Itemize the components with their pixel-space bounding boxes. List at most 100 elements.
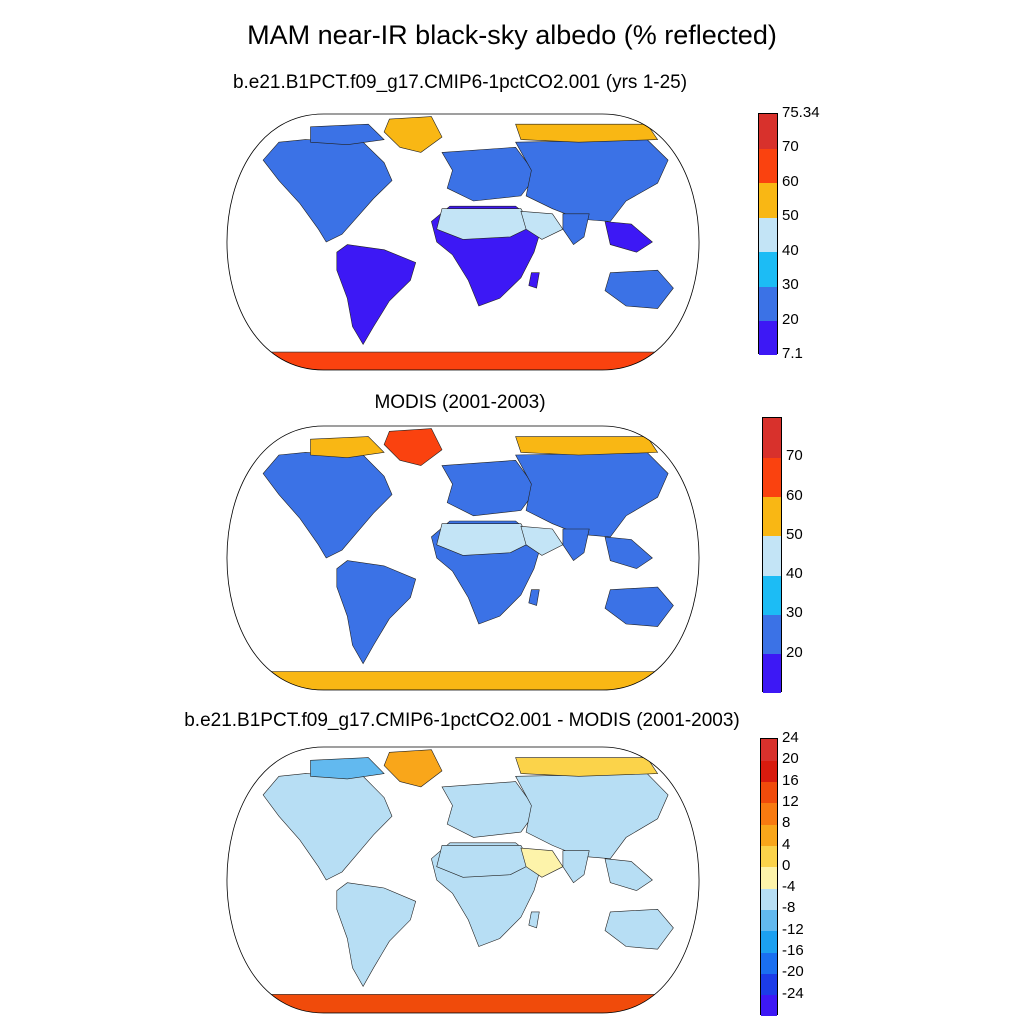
region-north-america — [262, 139, 393, 243]
colorbar-model: 7.1 20 30 40 50 60 70 75.34 — [758, 105, 838, 374]
colorbar-tick-label: 7.1 — [782, 345, 803, 362]
colorbar-tick-label: 40 — [786, 565, 803, 583]
colorbar-tick-label: -24 — [782, 984, 804, 1002]
figure-title: MAM near-IR black-sky albedo (% reflecte… — [247, 20, 777, 50]
region-asia — [515, 452, 669, 538]
region-madagascar — [528, 589, 540, 606]
colorbar-swatch — [761, 994, 777, 1017]
colorbar-tick-label: 20 — [782, 750, 799, 768]
colorbar-tick-label: 75.34 — [782, 104, 820, 121]
land-regions — [246, 428, 680, 690]
colorbar-tick-label: 40 — [782, 241, 799, 259]
colorbar-swatch — [759, 148, 777, 184]
colorbar-swatch — [761, 845, 777, 868]
colorbar-swatch — [759, 217, 777, 253]
region-se-asia — [604, 536, 653, 569]
region-greenland — [383, 428, 443, 466]
land-regions — [246, 116, 680, 370]
colorbar-tick-label: 30 — [782, 276, 799, 294]
region-arabia — [520, 210, 564, 240]
map-boundary — [226, 113, 700, 371]
colorbar-tick-label: -12 — [782, 920, 804, 938]
colorbar-tick-label: 4 — [782, 835, 791, 853]
region-asia — [515, 773, 669, 860]
colorbar-swatch — [761, 824, 777, 847]
region-sahara — [436, 523, 532, 556]
colorbar-swatch — [763, 575, 781, 615]
colorbar-tick-label: -20 — [782, 963, 804, 981]
colorbar-swatch — [761, 781, 777, 804]
colorbar-swatch — [761, 973, 777, 996]
region-india — [562, 213, 590, 246]
region-siberia-north — [515, 123, 659, 143]
colorbar-tick-label: 8 — [782, 814, 791, 832]
colorbar-tick-label: -8 — [782, 899, 796, 917]
colorbar-swatch — [761, 802, 777, 825]
colorbar-tick-label: 60 — [786, 486, 803, 504]
region-arabia — [520, 525, 564, 556]
colorbar-tick-label: 12 — [782, 792, 799, 810]
colorbar-tick-label: 70 — [786, 447, 803, 465]
region-south-america — [336, 244, 417, 345]
colorbar-swatch — [761, 888, 777, 910]
region-arctic-canada — [310, 757, 385, 780]
region-india — [562, 850, 590, 884]
panel-1-title: b.e21.B1PCT.f09_g17.CMIP6-1pctCO2.001 (y… — [232, 72, 688, 93]
colorbar-swatch — [763, 457, 781, 498]
colorbar-tick-label: 20 — [786, 643, 803, 661]
colorbar-tick-label: 16 — [782, 771, 799, 789]
colorbar-tick-label: 50 — [782, 207, 799, 225]
region-europe — [441, 781, 537, 838]
panel-2-title: MODIS (2001-2003) — [374, 392, 546, 413]
region-australia — [604, 908, 674, 950]
colorbar-tick-label: 24 — [782, 729, 799, 746]
region-australia — [604, 586, 674, 627]
map-boundary — [226, 425, 700, 691]
region-australia — [604, 269, 674, 309]
region-antarctica — [246, 351, 680, 370]
region-greenland — [383, 116, 443, 153]
colorbar-tick-label: 60 — [782, 172, 799, 190]
colorbar-swatch — [759, 114, 777, 149]
colorbar-modis: 20 30 40 50 60 70 — [762, 417, 842, 712]
region-se-asia — [604, 858, 653, 891]
region-siberia-north — [515, 757, 659, 777]
colorbar-tick-label: 70 — [782, 138, 799, 156]
region-greenland — [383, 749, 443, 788]
colorbar-swatch — [761, 760, 777, 783]
colorbar-tick-label: -16 — [782, 942, 804, 960]
map-panel-model — [226, 113, 700, 371]
colorbar-swatch — [759, 251, 777, 287]
colorbar-scale — [758, 113, 778, 356]
colorbar-tick-label: -4 — [782, 878, 796, 896]
colorbar-swatch — [763, 535, 781, 576]
map-panel-modis — [226, 425, 700, 691]
region-se-asia — [604, 221, 653, 253]
colorbar-swatch — [763, 496, 781, 537]
region-sahara — [436, 845, 532, 878]
colorbar-swatch — [761, 930, 777, 953]
colorbar-tick-label: 0 — [782, 856, 791, 874]
region-sahara — [436, 208, 532, 240]
region-asia — [515, 139, 669, 222]
colorbar-swatch — [759, 320, 777, 356]
colorbar-swatch — [761, 866, 777, 889]
region-south-america — [336, 560, 417, 665]
map-boundary — [226, 746, 700, 1014]
land-regions — [246, 749, 680, 1013]
colorbar-scale — [760, 738, 778, 1017]
colorbar-swatch — [763, 614, 781, 655]
colorbar-tick-label: 50 — [786, 525, 803, 543]
panel-3-title: b.e21.B1PCT.f09_g17.CMIP6-1pctCO2.001 - … — [184, 710, 740, 731]
region-north-america — [262, 773, 393, 881]
map-panel-difference — [226, 746, 700, 1014]
colorbar-scale — [762, 417, 782, 694]
region-arctic-canada — [310, 436, 385, 459]
region-india — [562, 528, 590, 562]
region-madagascar — [528, 272, 540, 289]
region-siberia-north — [515, 436, 659, 456]
colorbar-swatch — [761, 952, 777, 974]
colorbar-difference: -24 -20 -16 -12 -8 -4 0 4 8 12 16 20 24 — [760, 730, 838, 1035]
colorbar-swatch — [761, 909, 777, 932]
